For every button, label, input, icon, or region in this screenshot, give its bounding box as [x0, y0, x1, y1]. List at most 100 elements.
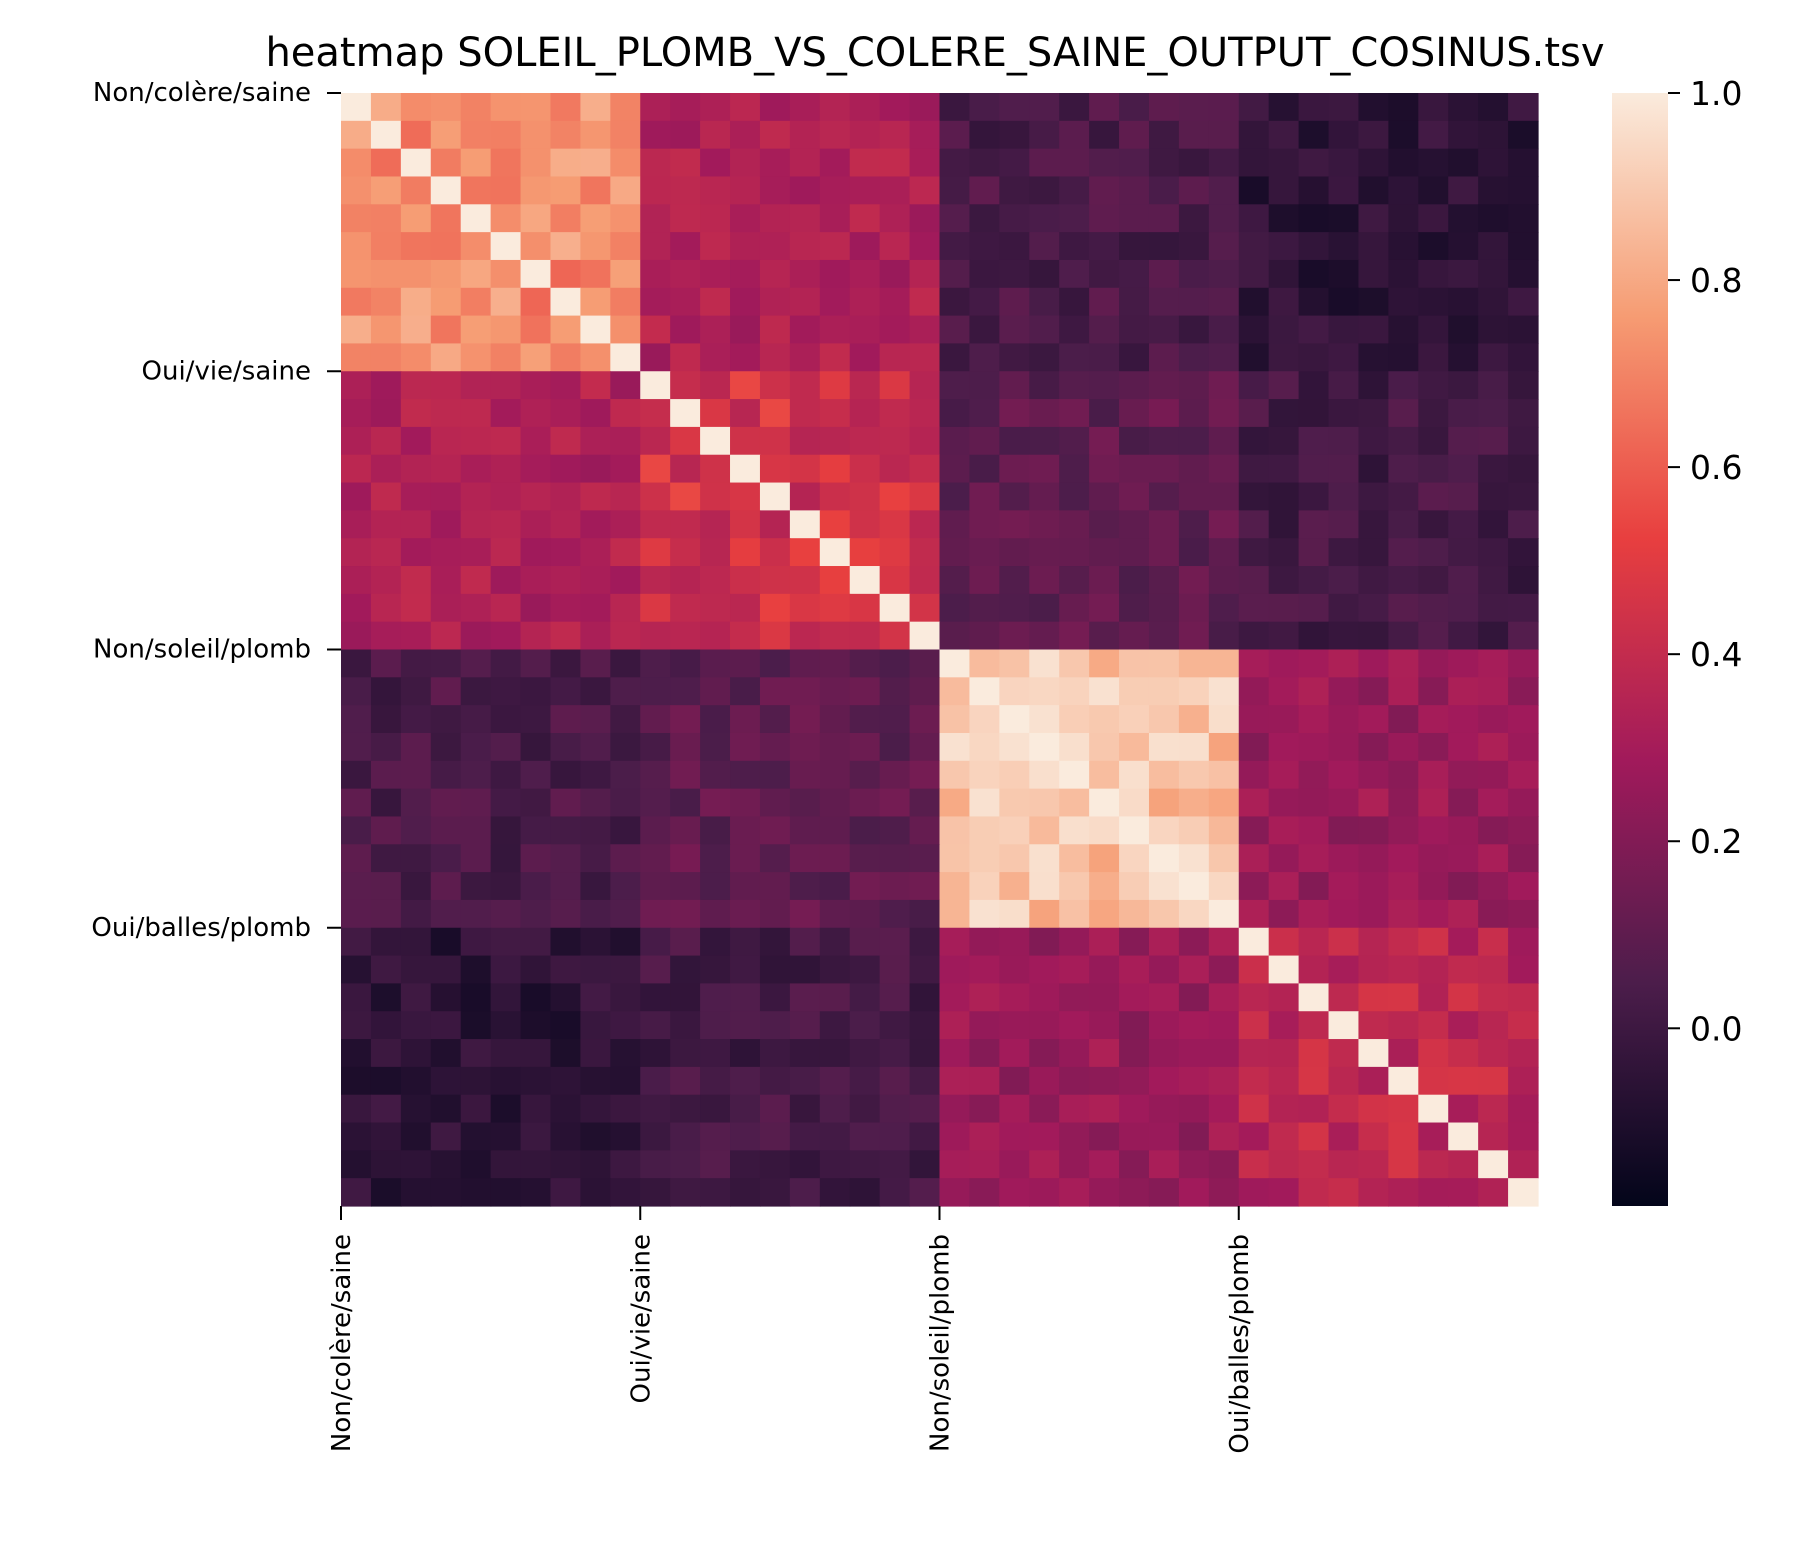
heatmap-cell: [879, 1039, 911, 1068]
heatmap-cell: [1448, 593, 1479, 623]
heatmap-cell: [700, 788, 731, 818]
heatmap-cell: [819, 148, 851, 178]
heatmap-cell: [341, 287, 372, 317]
heatmap-cell: [849, 649, 881, 678]
heatmap-cell: [879, 760, 911, 790]
heatmap-cell: [1328, 259, 1360, 289]
heatmap-cell: [1328, 176, 1360, 205]
heatmap-cell: [580, 259, 611, 289]
heatmap-cell: [341, 482, 372, 511]
heatmap-cell: [1178, 1122, 1210, 1151]
heatmap-cell: [1119, 1178, 1150, 1207]
heatmap-cell: [969, 927, 1000, 957]
heatmap-cell: [1328, 204, 1360, 233]
heatmap-cell: [999, 426, 1030, 456]
heatmap-cell: [789, 287, 821, 317]
heatmap-cell: [1119, 760, 1150, 790]
heatmap-cell: [1508, 538, 1539, 567]
heatmap-cell: [341, 176, 372, 205]
heatmap-cell: [580, 927, 611, 957]
heatmap-cell: [1478, 705, 1509, 734]
heatmap-cell: [1478, 343, 1509, 372]
heatmap-cell: [610, 120, 641, 150]
heatmap-cell: [789, 1178, 821, 1207]
heatmap-cell: [819, 1094, 851, 1124]
heatmap-cell: [460, 176, 492, 205]
heatmap-cell: [1478, 593, 1509, 623]
heatmap-cell: [341, 983, 372, 1012]
heatmap-cell: [969, 899, 1000, 929]
heatmap-cell: [1328, 315, 1360, 345]
heatmap-cell: [1358, 232, 1389, 261]
heatmap-cell: [580, 983, 611, 1012]
colorbar-tick-label: 0.8: [1690, 261, 1742, 300]
heatmap-cell: [1089, 1039, 1120, 1068]
heatmap-cell: [460, 1011, 492, 1040]
heatmap-cell: [1448, 927, 1479, 957]
heatmap-cell: [1208, 176, 1240, 205]
heatmap-cell: [1418, 1066, 1449, 1096]
heatmap-cell: [640, 566, 671, 595]
heatmap-cell: [1268, 983, 1300, 1012]
heatmap-cell: [789, 315, 821, 345]
heatmap-cell: [700, 1150, 731, 1179]
heatmap-cell: [341, 872, 372, 901]
heatmap-cell: [1328, 1039, 1360, 1068]
heatmap-cell: [1448, 287, 1479, 317]
heatmap-cell: [849, 677, 881, 706]
heatmap-cell: [490, 1178, 522, 1207]
heatmap-cell: [1089, 482, 1120, 511]
heatmap-cell: [1418, 788, 1449, 818]
heatmap-cell: [1208, 371, 1240, 400]
heatmap-cell: [1388, 732, 1419, 762]
colorbar-tick-label: 0.4: [1690, 635, 1742, 674]
heatmap-cell: [370, 259, 402, 289]
heatmap-cell: [670, 510, 701, 539]
heatmap-cell: [909, 287, 941, 317]
colorbar: 0.00.20.40.60.81.0: [1612, 74, 1742, 1206]
heatmap-cell: [580, 844, 611, 873]
heatmap-cell: [490, 927, 522, 957]
heatmap-cell: [490, 120, 522, 150]
heatmap-cell: [430, 1066, 462, 1096]
heatmap-cell: [969, 371, 1000, 400]
heatmap-cell: [1268, 1066, 1300, 1096]
heatmap-cell: [1119, 259, 1150, 289]
heatmap-cell: [1298, 955, 1330, 984]
heatmap-cell: [670, 1011, 701, 1040]
heatmap-cell: [1478, 426, 1509, 456]
heatmap-cell: [789, 677, 821, 706]
heatmap-cell: [1478, 816, 1509, 845]
heatmap-cell: [1388, 677, 1419, 706]
heatmap-cell: [550, 343, 582, 372]
heatmap-cell: [1148, 1150, 1180, 1179]
heatmap-cell: [700, 566, 731, 595]
heatmap-cell: [849, 1094, 881, 1124]
heatmap-cell: [1029, 788, 1060, 818]
heatmap-cell: [1448, 649, 1479, 678]
heatmap-cell: [460, 204, 492, 233]
heatmap-cell: [759, 705, 791, 734]
heatmap-cell: [849, 343, 881, 372]
heatmap-cell: [849, 705, 881, 734]
heatmap-cell: [520, 816, 552, 845]
heatmap-cell: [759, 732, 791, 762]
heatmap-cell: [999, 1178, 1030, 1207]
heatmap-cell: [490, 204, 522, 233]
heatmap-cell: [1178, 899, 1210, 929]
heatmap-cell: [670, 148, 701, 178]
heatmap-cell: [1508, 148, 1539, 178]
heatmap-cell: [1328, 844, 1360, 873]
heatmap-cell: [1148, 1039, 1180, 1068]
heatmap-cell: [819, 287, 851, 317]
heatmap-cell: [1029, 1066, 1060, 1096]
heatmap-cell: [700, 844, 731, 873]
heatmap-cell: [1298, 315, 1330, 345]
heatmap-cell: [1208, 593, 1240, 623]
heatmap-cell: [1119, 955, 1150, 984]
heatmap-cell: [1119, 204, 1150, 233]
heatmap-cell: [1119, 315, 1150, 345]
colorbar-tick-label: 1.0: [1690, 74, 1742, 113]
heatmap-cell: [1388, 176, 1419, 205]
heatmap-cell: [1089, 538, 1120, 567]
